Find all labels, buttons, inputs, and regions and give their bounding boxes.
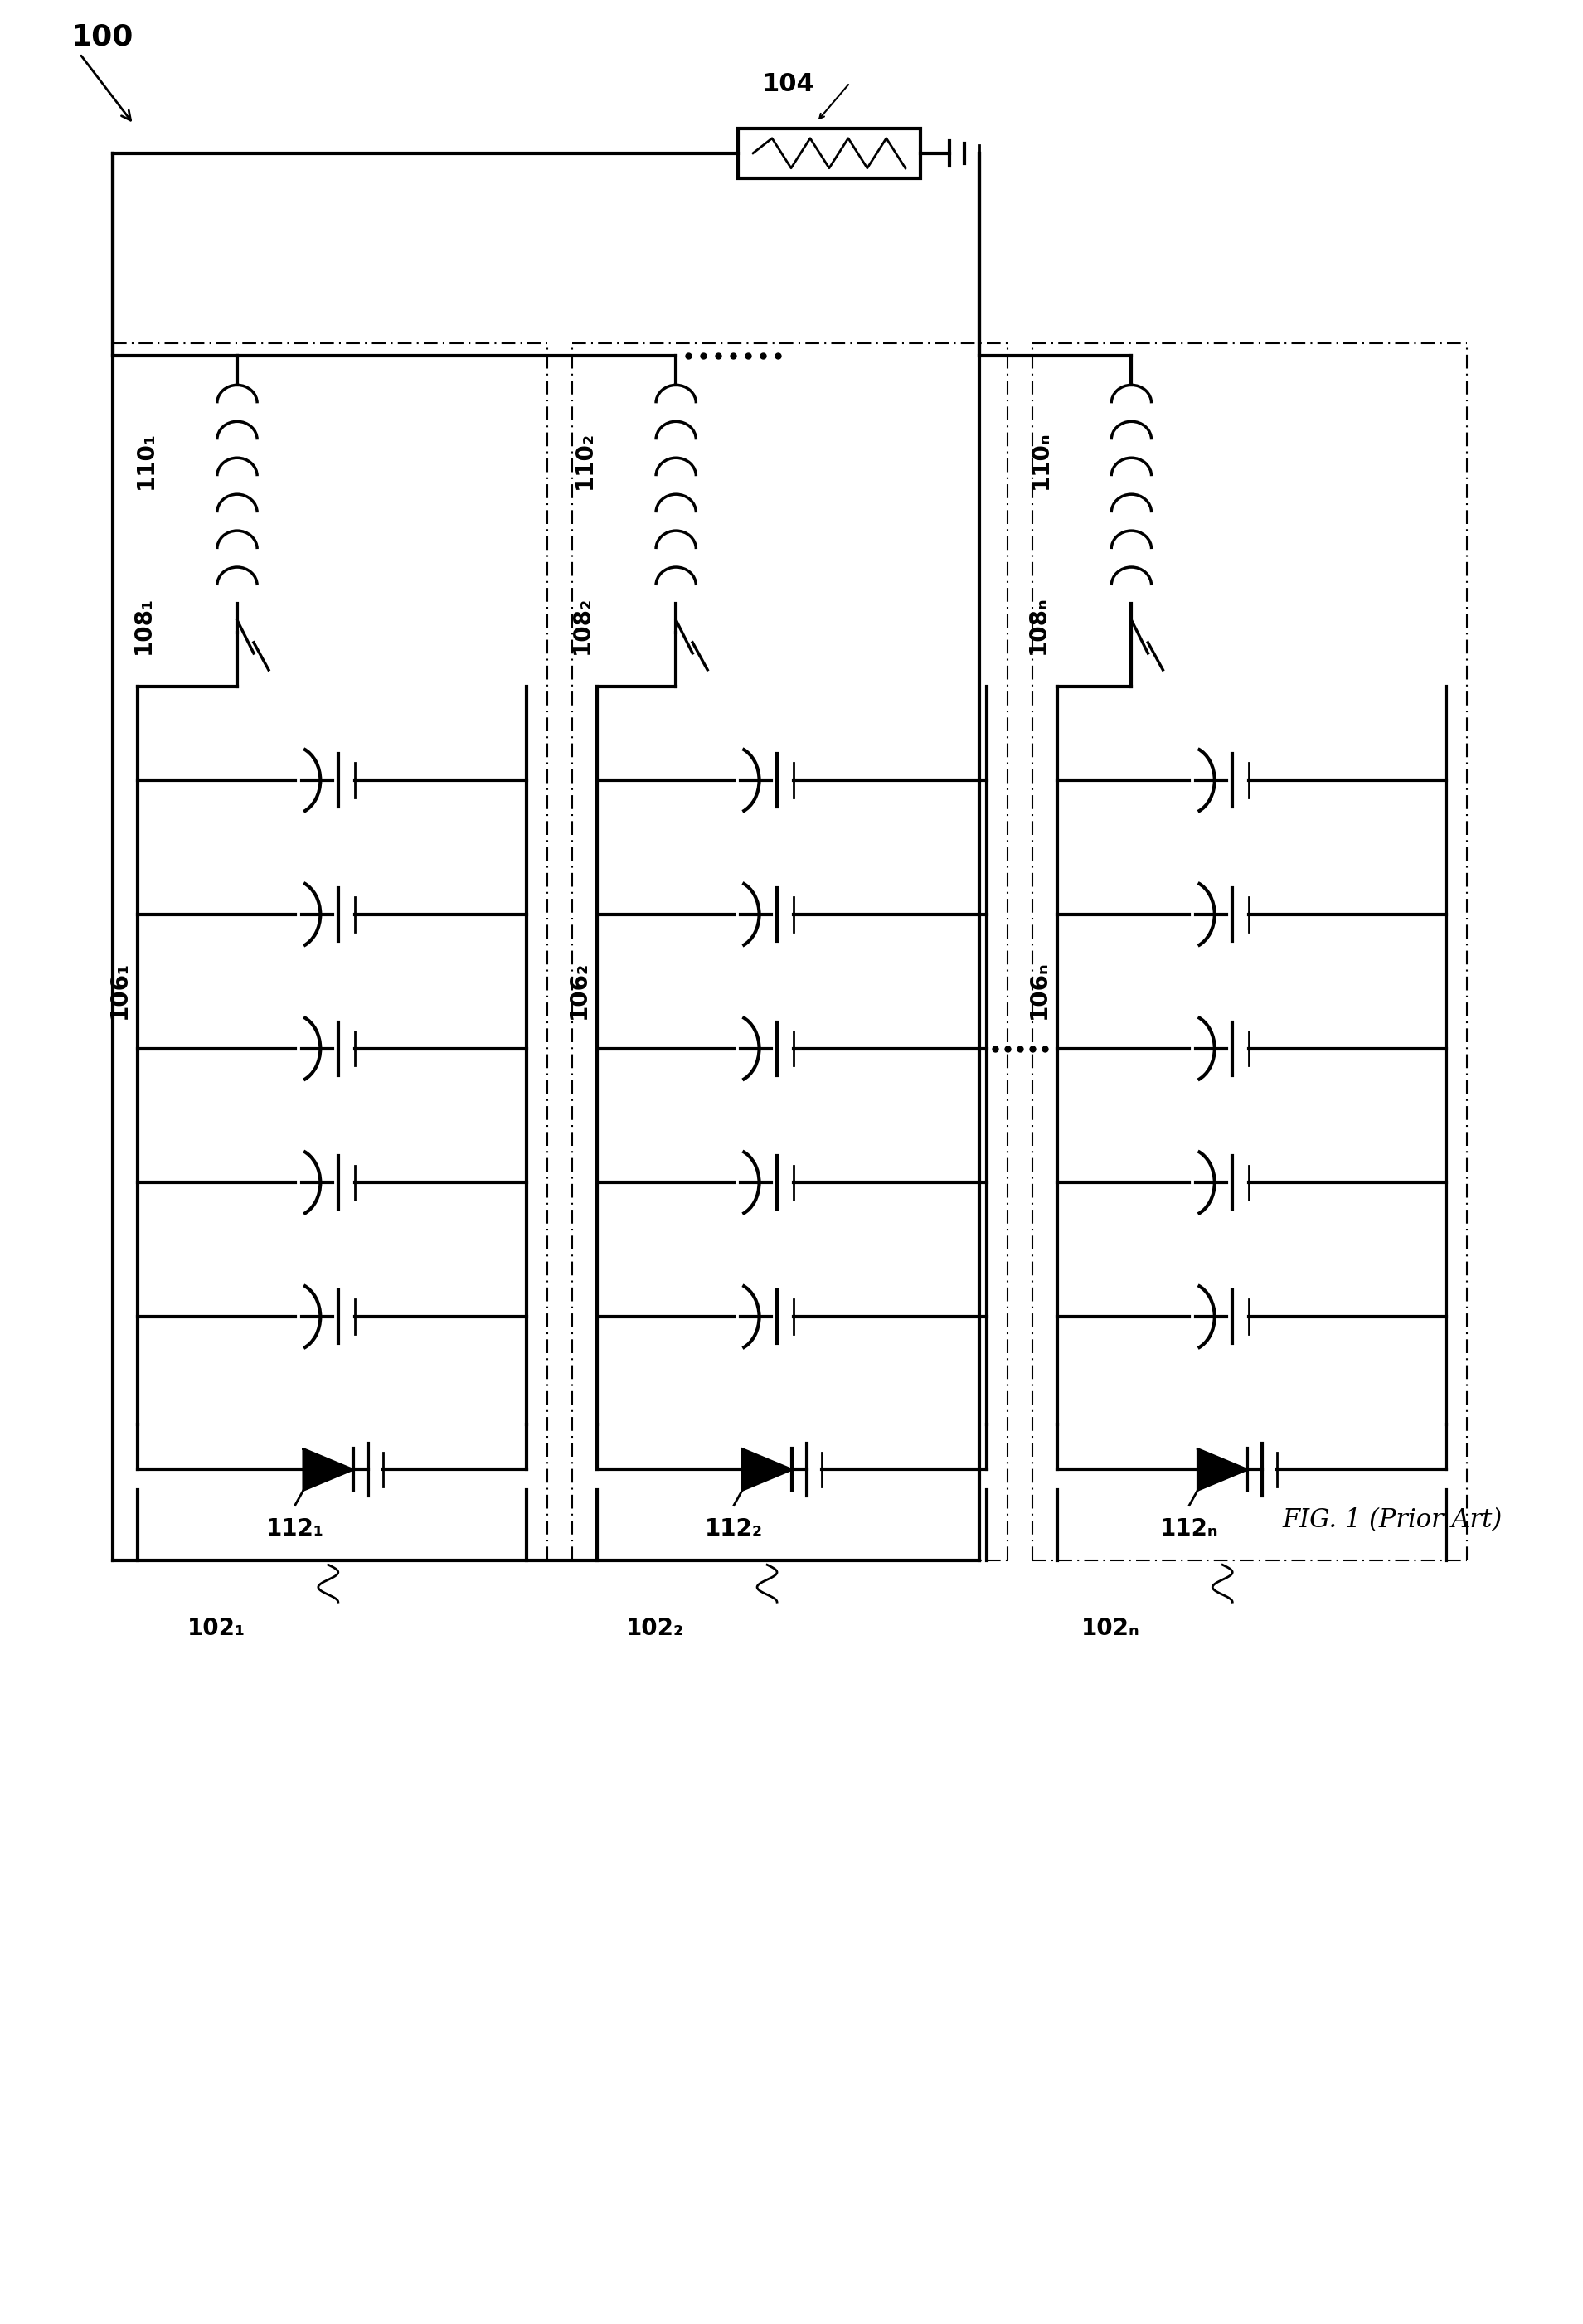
Text: 110₂: 110₂ bbox=[573, 432, 597, 490]
Text: 100: 100 bbox=[71, 23, 135, 51]
Text: 108ₙ: 108ₙ bbox=[1026, 595, 1050, 653]
Text: 108₂: 108₂ bbox=[571, 595, 594, 653]
Bar bbox=[738, 128, 920, 179]
Text: 110₁: 110₁ bbox=[135, 432, 158, 490]
Text: 106₂: 106₂ bbox=[567, 962, 590, 1020]
Text: 104: 104 bbox=[761, 72, 814, 95]
Text: 112₂: 112₂ bbox=[704, 1518, 763, 1541]
Text: 106₁: 106₁ bbox=[108, 962, 131, 1020]
Text: 102₁: 102₁ bbox=[187, 1618, 245, 1641]
Text: 102ₙ: 102ₙ bbox=[1081, 1618, 1140, 1641]
Text: 112₁: 112₁ bbox=[266, 1518, 325, 1541]
Text: 110ₙ: 110ₙ bbox=[1029, 430, 1053, 490]
Text: 112ₙ: 112ₙ bbox=[1160, 1518, 1219, 1541]
Text: 108₁: 108₁ bbox=[131, 595, 155, 653]
Polygon shape bbox=[742, 1448, 792, 1490]
Text: FIG. 1 (Prior Art): FIG. 1 (Prior Art) bbox=[1282, 1508, 1502, 1534]
Polygon shape bbox=[304, 1448, 353, 1490]
Polygon shape bbox=[1198, 1448, 1247, 1490]
Text: 102₂: 102₂ bbox=[627, 1618, 684, 1641]
Text: 106ₙ: 106ₙ bbox=[1027, 960, 1050, 1020]
